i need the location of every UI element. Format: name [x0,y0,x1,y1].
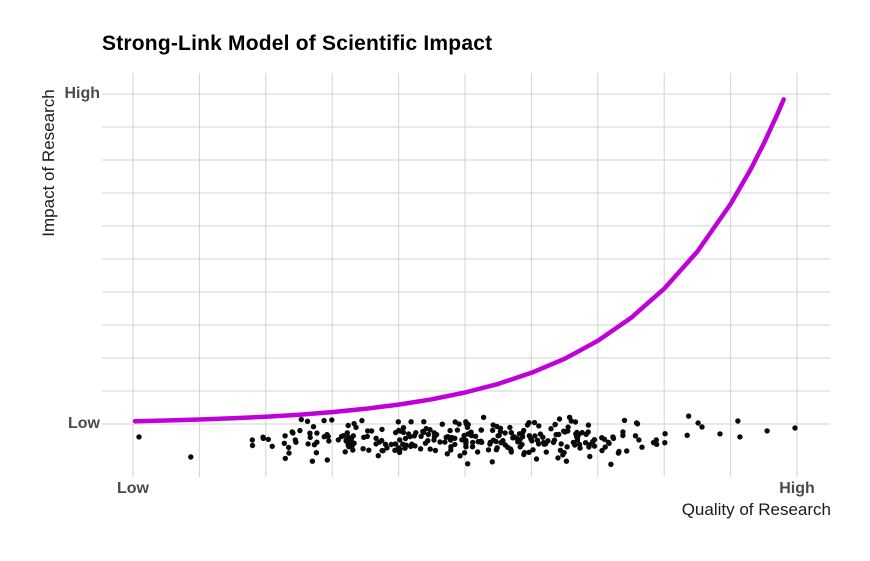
y-tick-low: Low [68,415,100,432]
x-tick-low: Low [117,480,149,497]
x-axis-title: Quality of Research [681,500,831,519]
chart-title: Strong-Link Model of Scientific Impact [102,32,493,55]
y-tick-high: High [64,85,100,102]
gridlines [102,73,830,477]
scatter-points [136,413,798,467]
impact-curve [132,97,786,424]
x-tick-high: High [779,480,815,497]
